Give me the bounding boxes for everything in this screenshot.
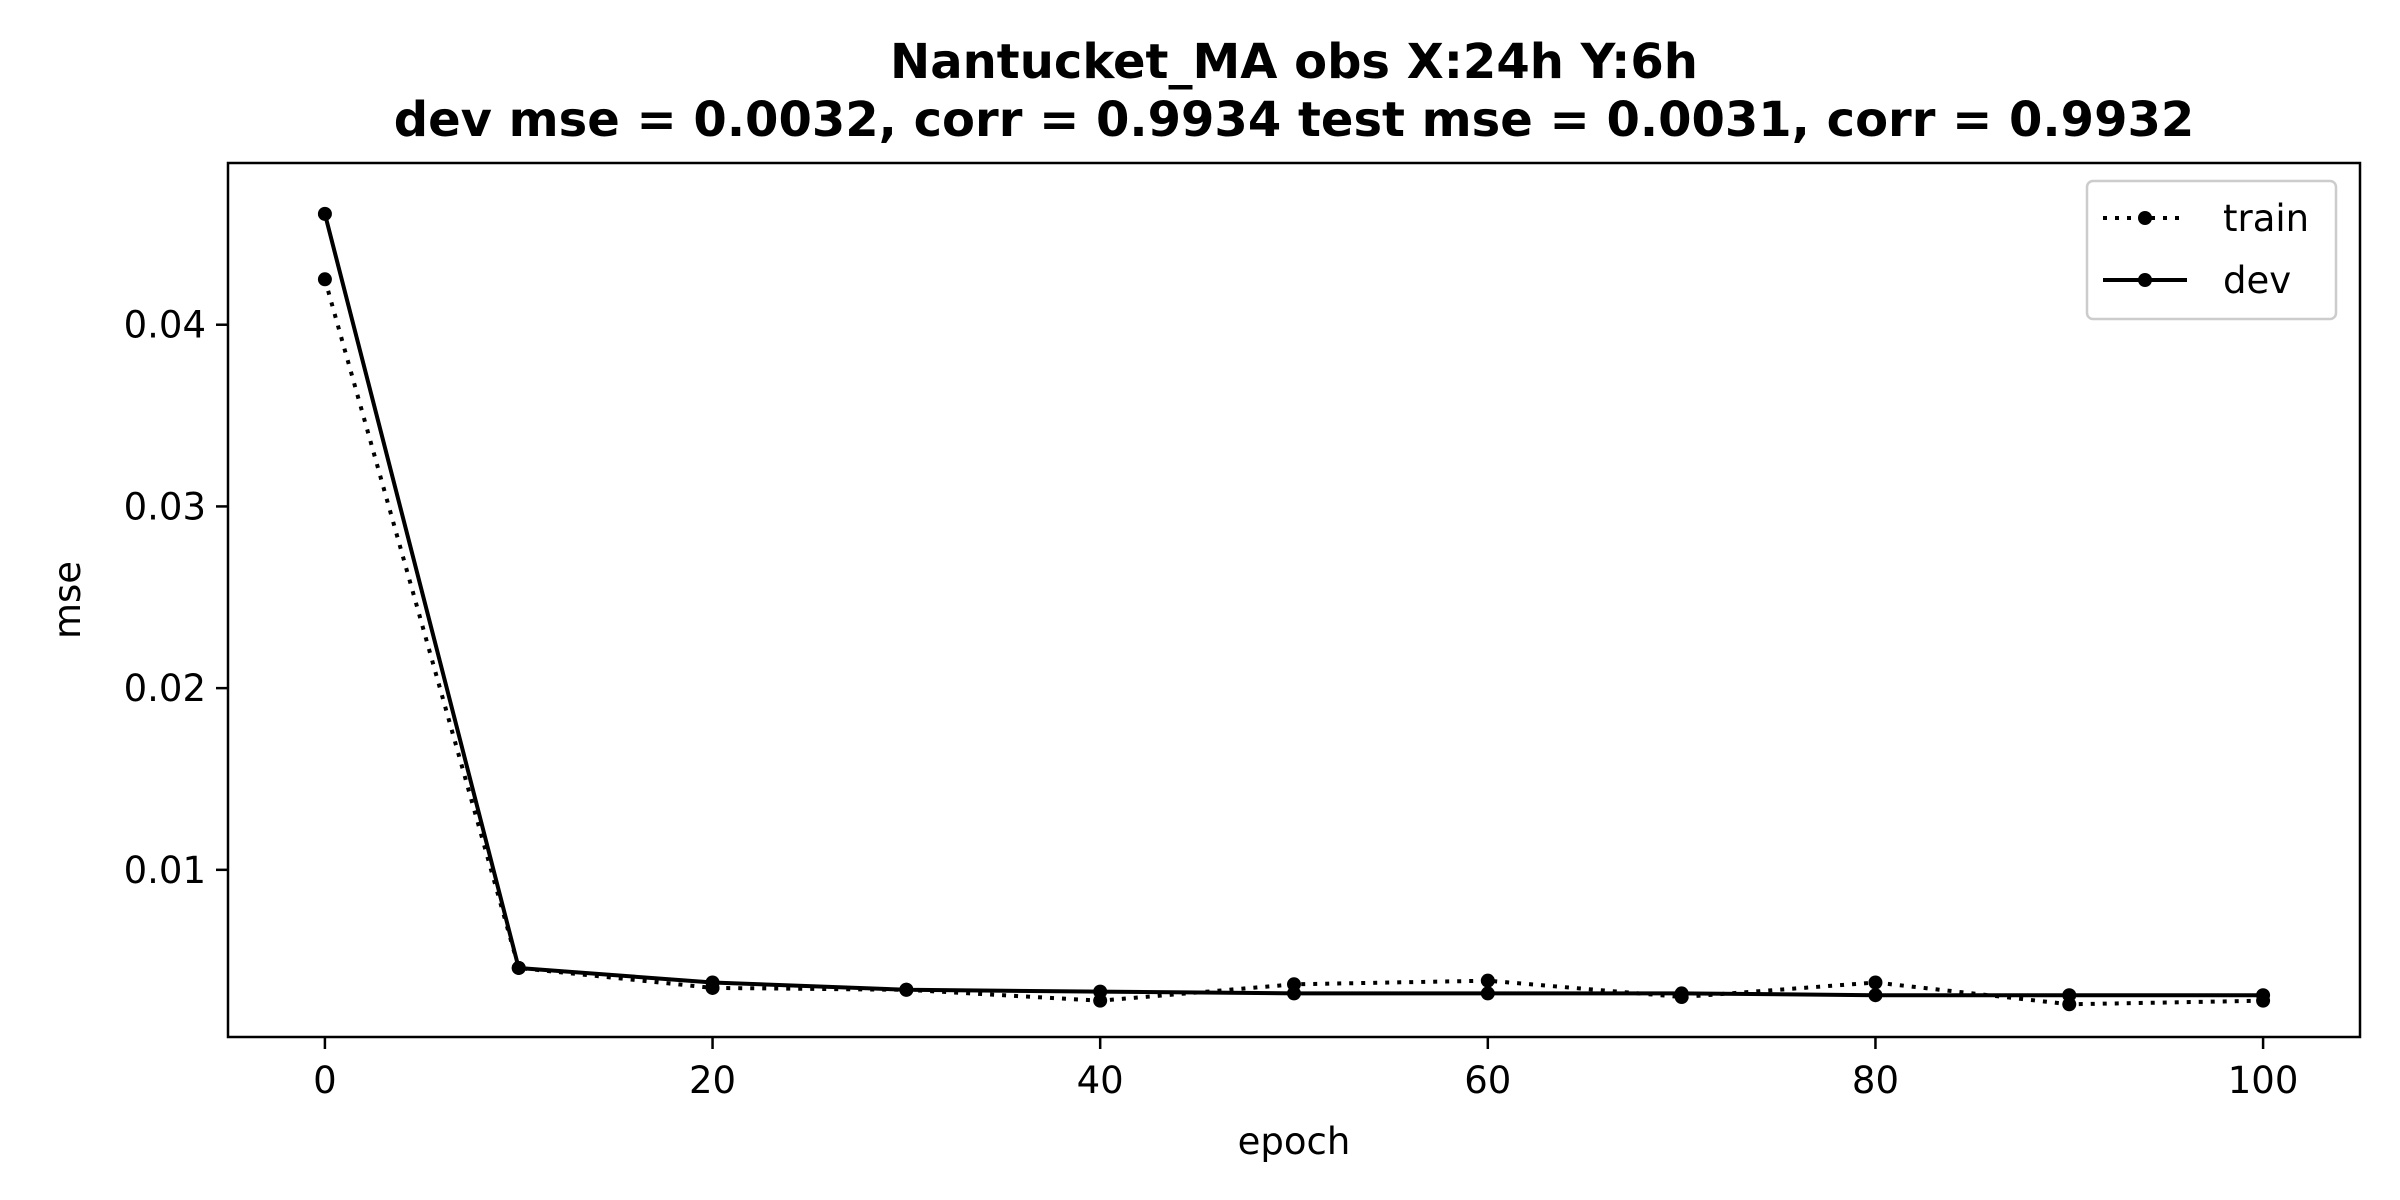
series-layer [317, 206, 2271, 1012]
legend-dev-marker [2138, 273, 2152, 287]
x-tick-label: 0 [313, 1059, 337, 1102]
y-tick-label: 0.04 [124, 304, 206, 347]
y-tick-label: 0.01 [124, 849, 206, 892]
legend-train-label: train [2223, 197, 2309, 240]
series-point-dev [1287, 986, 1301, 1001]
y-axis-ticks: 0.01 0.02 0.03 0.04 [124, 304, 228, 892]
y-tick-label: 0.03 [124, 485, 206, 528]
y-axis-label: mse [46, 561, 89, 639]
legend-train-marker [2138, 211, 2152, 225]
series-point-dev [705, 975, 720, 990]
x-tick-label: 20 [689, 1059, 736, 1102]
series-point-dev [2256, 988, 2271, 1003]
series-point-dev [1093, 984, 1108, 999]
x-tick-label: 60 [1464, 1059, 1511, 1102]
chart-title-line2: dev mse = 0.0032, corr = 0.9934 test mse… [394, 92, 2195, 148]
plot-area-frame [226, 161, 2362, 1039]
x-tick-label: 80 [1852, 1059, 1899, 1102]
x-tick-label: 100 [2228, 1059, 2299, 1102]
x-tick-label: 40 [1077, 1059, 1124, 1102]
series-point-dev [1868, 988, 1883, 1003]
series-point-train [1480, 973, 1495, 988]
chart-title-line1: Nantucket_MA obs X:24h Y:6h [890, 34, 1698, 90]
series-point-train [317, 272, 332, 287]
series-point-dev [1480, 986, 1495, 1001]
series-point-dev [1674, 986, 1689, 1001]
x-axis-label: epoch [1238, 1120, 1351, 1163]
x-axis-ticks: 0 20 40 60 80 100 [313, 1037, 2298, 1102]
series-point-dev [899, 982, 914, 997]
legend-dev-label: dev [2223, 259, 2291, 302]
series-point-train [1868, 975, 1883, 990]
series-point-dev [511, 960, 526, 975]
series-point-dev [317, 206, 332, 221]
legend: train dev [2085, 179, 2338, 321]
y-tick-label: 0.02 [124, 667, 206, 710]
series-point-dev [2062, 988, 2077, 1003]
